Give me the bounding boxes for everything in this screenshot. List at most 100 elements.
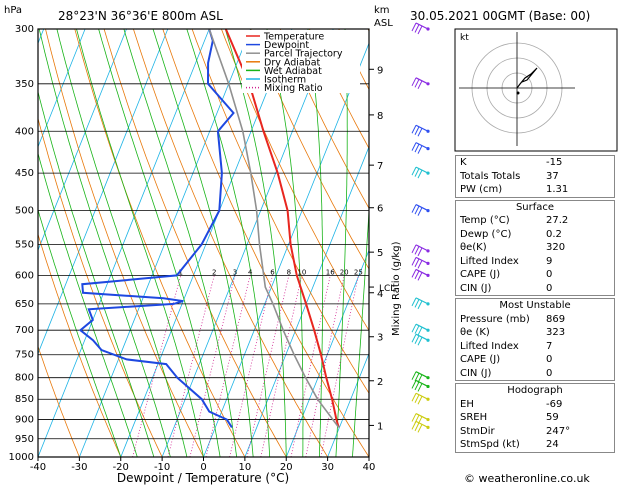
series-line-parcel-trajectory bbox=[208, 29, 340, 428]
wind-barb-feather bbox=[417, 128, 423, 137]
x-tick-label: -20 bbox=[113, 462, 129, 473]
wind-barb-feather bbox=[414, 205, 420, 215]
hodograph-kt-label: kt bbox=[460, 33, 469, 43]
pressure-tick-label: 500 bbox=[15, 206, 34, 217]
wind-barb-feather bbox=[414, 126, 420, 135]
wind-barb-dot bbox=[426, 27, 430, 31]
mixing-ratio-label: 2 bbox=[212, 268, 216, 276]
indices-table: K -15 Totals Totals 37 PW (cm) 1.31 Surface Te… bbox=[455, 155, 615, 455]
section-title: Hodograph bbox=[507, 385, 563, 396]
most-unstable-box: Most Unstable Pressure (mb) 869 θe (K) 323 Li… bbox=[455, 298, 615, 381]
index-label: CIN (J) bbox=[460, 367, 492, 379]
wind-barb-dot bbox=[426, 425, 430, 429]
wind-barb-feather bbox=[414, 246, 420, 255]
index-row: StmSpd (kt) 24 bbox=[456, 438, 614, 452]
indices-top-box: K -15 Totals Totals 37 PW (cm) 1.31 bbox=[455, 155, 615, 198]
index-row: CAPE (J) 0 bbox=[456, 268, 614, 282]
index-label: CIN (J) bbox=[460, 282, 492, 294]
section-title: Most Unstable bbox=[499, 300, 571, 311]
wet-adiabat-line bbox=[186, 29, 271, 457]
index-row: Lifted Index 9 bbox=[456, 255, 614, 269]
x-tick-label: 20 bbox=[280, 462, 293, 473]
isotherm-line bbox=[203, 42, 369, 457]
isotherm-line bbox=[244, 145, 369, 457]
index-label: SREH bbox=[460, 412, 488, 423]
wind-barb-feather bbox=[414, 325, 420, 334]
km-tick-label: 8 bbox=[377, 111, 383, 122]
pressure-tick-label: 450 bbox=[15, 168, 34, 179]
km-tick-label: 7 bbox=[377, 161, 383, 172]
index-row: Dewp (°C) 0.2 bbox=[456, 228, 614, 242]
index-value: 0 bbox=[546, 269, 553, 280]
index-label: Lifted Index bbox=[460, 340, 519, 352]
isotherm-line bbox=[38, 29, 86, 148]
index-label: StmDir bbox=[460, 425, 495, 437]
datetime-title: 30.05.2021 00GMT (Base: 00) bbox=[410, 9, 590, 23]
location-title: 28°23'N 36°36'E 800m ASL bbox=[58, 9, 223, 23]
copyright: © weatheronline.co.uk bbox=[464, 472, 590, 485]
dry-adiabat-line bbox=[250, 29, 369, 270]
series-line-temperature bbox=[224, 29, 340, 428]
index-value: 323 bbox=[546, 327, 566, 338]
pressure-tick-label: 1000 bbox=[9, 452, 34, 463]
wind-barb-feather bbox=[414, 394, 420, 403]
index-value: 37 bbox=[546, 170, 559, 182]
km-label: km bbox=[374, 5, 390, 16]
wind-barb-feather bbox=[411, 371, 417, 380]
x-tick-label: -10 bbox=[154, 462, 170, 473]
index-value: -15 bbox=[546, 157, 563, 168]
wind-barb-feather bbox=[414, 24, 420, 33]
dry-adiabat-line bbox=[74, 29, 246, 457]
profile-series bbox=[78, 29, 340, 428]
index-label: CAPE (J) bbox=[460, 269, 501, 280]
wind-barb-feather bbox=[417, 272, 423, 281]
index-row: CIN (J) 0 bbox=[456, 367, 614, 381]
legend-label: Isotherm bbox=[264, 75, 306, 86]
mixing-ratio-line bbox=[132, 275, 182, 457]
index-value: 9 bbox=[546, 255, 553, 267]
wind-barb-dot bbox=[426, 417, 430, 422]
index-value: 247° bbox=[546, 425, 571, 437]
wind-barb-feather bbox=[411, 393, 417, 402]
wind-barb-feather bbox=[414, 335, 420, 344]
wind-barb-feather bbox=[414, 168, 420, 177]
wind-barb-feather bbox=[411, 125, 417, 134]
index-label: θe (K) bbox=[460, 327, 490, 338]
pressure-tick-label: 650 bbox=[15, 299, 34, 310]
wet-adiabat-line bbox=[38, 90, 155, 457]
km-tick-label: 4 bbox=[377, 289, 383, 300]
hodograph-indices-box: Hodograph EH -69 SREH 59 StmDir 247° StmSpd (kt… bbox=[455, 383, 615, 453]
wind-barb-feather bbox=[417, 247, 423, 257]
wind-barb-feather bbox=[411, 421, 417, 430]
wind-barb-dot bbox=[426, 249, 430, 253]
wind-barb-dot bbox=[426, 384, 430, 389]
legend-label: Mixing Ratio bbox=[264, 83, 323, 94]
index-label: Dewp (°C) bbox=[460, 228, 512, 240]
hodograph-trace bbox=[516, 67, 538, 89]
mixing-ratio-line bbox=[260, 275, 303, 457]
index-row: Totals Totals 37 bbox=[456, 170, 614, 184]
mixing-ratio-line bbox=[229, 275, 273, 457]
wind-barb-dot bbox=[426, 171, 430, 175]
wind-barb-feather bbox=[411, 297, 417, 307]
wind-barb-feather bbox=[417, 145, 423, 154]
index-row: EH -69 bbox=[456, 398, 614, 412]
pressure-tick-label: 800 bbox=[15, 373, 34, 384]
wind-barb-feather bbox=[414, 79, 420, 88]
wind-barb-feather bbox=[411, 204, 417, 213]
mixing-ratio-label: 25 bbox=[354, 268, 363, 276]
wind-barb-dot bbox=[426, 129, 430, 133]
index-value: 320 bbox=[546, 242, 566, 253]
wind-barb-feather bbox=[411, 257, 417, 266]
index-label: Pressure (mb) bbox=[460, 313, 530, 325]
x-axis-label: Dewpoint / Temperature (°C) bbox=[117, 471, 289, 485]
index-label: StmSpd (kt) bbox=[460, 439, 520, 450]
wind-barb-feather bbox=[411, 77, 417, 87]
pressure-tick-label: 850 bbox=[15, 394, 34, 405]
wind-barb-dot bbox=[426, 273, 430, 278]
legend-background bbox=[242, 30, 360, 93]
pressure-tick-label: 750 bbox=[15, 350, 34, 361]
pressure-tick-label: 350 bbox=[15, 79, 34, 90]
index-row: PW (cm) 1.31 bbox=[456, 183, 614, 197]
surface-box: Surface Temp (°C) 27.2 Dewp (°C) 0.2 θe(K) 320… bbox=[455, 199, 615, 296]
